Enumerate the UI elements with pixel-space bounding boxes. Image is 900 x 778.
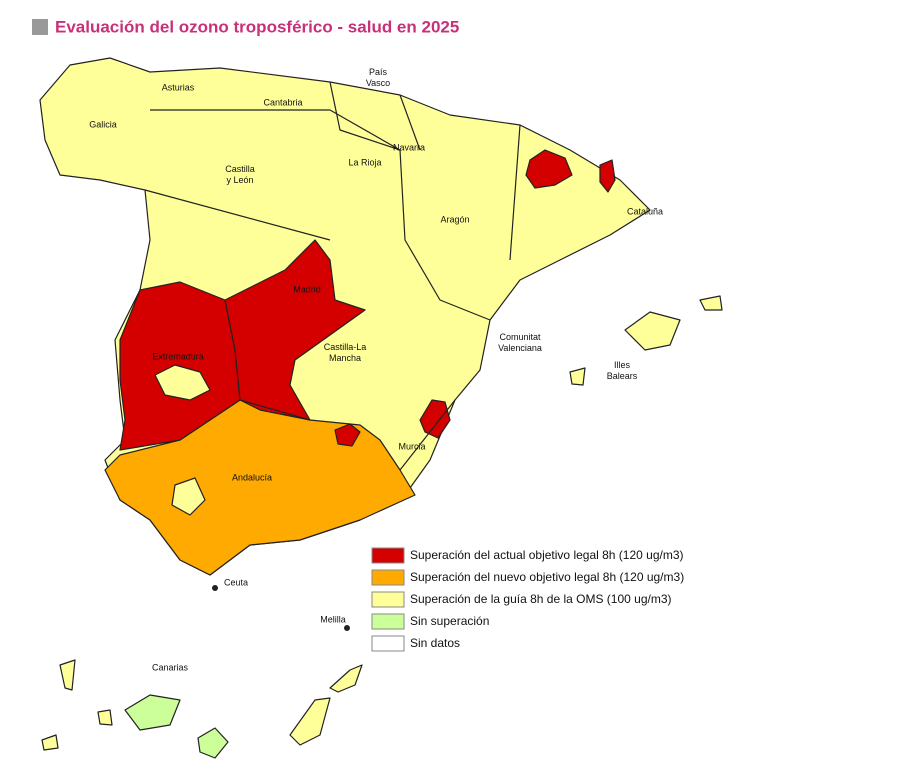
- legend-label: Sin datos: [410, 636, 460, 650]
- canary-island: [197, 727, 229, 759]
- region-label: Andalucía: [232, 472, 272, 482]
- andalucia-red: [334, 423, 361, 447]
- region-label: Murcia: [398, 441, 425, 451]
- legend-swatch: [371, 547, 405, 564]
- map: [39, 57, 723, 759]
- canary-island: [329, 664, 363, 693]
- region-label: Navarra: [393, 142, 425, 152]
- extremadura-patch: [154, 364, 211, 401]
- region-labels: Asturias Cantabria País Vasco Galicia Navarra…: [89, 67, 663, 672]
- region-label: Aragón: [440, 214, 469, 224]
- region-label: Extremadura: [152, 351, 204, 361]
- region-label: Melilla: [320, 614, 346, 624]
- madrid-clm-red: [224, 239, 366, 421]
- canary-island: [41, 734, 59, 751]
- region-label: Comunitat Valenciana: [498, 332, 542, 353]
- cataluna-red: [525, 149, 573, 189]
- legend-swatch: [371, 613, 405, 630]
- menorca: [699, 295, 723, 311]
- legend-label: Sin superación: [410, 614, 489, 628]
- region-label: Ceuta: [224, 577, 248, 587]
- murcia-red: [419, 399, 451, 439]
- legend-swatch: [371, 569, 405, 586]
- region-label: Madrid: [293, 284, 321, 294]
- region-label: Canarias: [152, 662, 189, 672]
- legend: Superación del actual objetivo legal 8h …: [371, 547, 684, 652]
- melilla: [344, 625, 350, 631]
- region-label: Castilla y León: [225, 164, 255, 185]
- canary-island: [97, 709, 113, 726]
- ibiza: [569, 367, 586, 386]
- legend-swatch: [371, 591, 405, 608]
- legend-swatch: [371, 635, 405, 652]
- region-label: Castilla-La Mancha: [324, 342, 367, 363]
- legend-label: Superación de la guía 8h de la OMS (100 …: [410, 592, 672, 606]
- cataluna-red: [599, 159, 616, 193]
- canary-island: [124, 694, 181, 731]
- canary-island: [289, 697, 331, 746]
- canary-island: [59, 659, 76, 691]
- region-label: Galicia: [89, 119, 117, 129]
- title-icon: [32, 19, 48, 35]
- region-label: La Rioja: [348, 157, 381, 167]
- legend-label: Superación del nuevo objetivo legal 8h (…: [410, 570, 684, 584]
- title: Evaluación del ozono troposférico - salu…: [55, 17, 459, 36]
- region-label: Illes Balears: [607, 360, 638, 381]
- region-label: Asturias: [162, 82, 195, 92]
- ceuta: [212, 585, 218, 591]
- region-label: País Vasco: [366, 67, 390, 88]
- region-label: Cantabria: [263, 97, 302, 107]
- mallorca: [624, 311, 681, 351]
- andalucia-patch: [171, 477, 206, 516]
- internal-border: [144, 81, 521, 471]
- legend-label: Superación del actual objetivo legal 8h …: [410, 548, 684, 562]
- region-label: Cataluña: [627, 206, 663, 216]
